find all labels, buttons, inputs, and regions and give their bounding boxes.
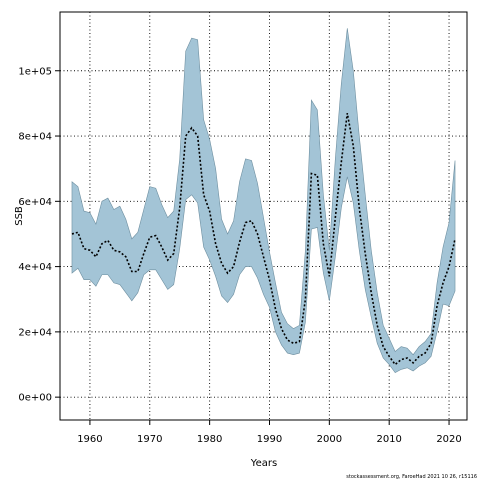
y-tick-label: 1e+05 (18, 66, 52, 77)
y-tick-label: 4e+04 (18, 262, 52, 273)
x-tick-label: 2000 (317, 434, 342, 445)
y-tick-label: 6e+04 (18, 197, 52, 208)
footer-credit: stockassessment.org, FaroeHad 2021 10 26… (346, 474, 477, 480)
x-tick-label: 2020 (436, 434, 461, 445)
x-tick-label: 1960 (77, 434, 102, 445)
y-tick-label: 8e+04 (18, 132, 52, 143)
series-layer (71, 28, 456, 374)
x-axis-label: Years (250, 458, 277, 469)
x-tick-label: 1990 (257, 434, 282, 445)
ssb-estimate-line (71, 113, 456, 366)
confidence-band (71, 28, 456, 374)
x-axis: 1960 1970 1980 1990 2000 2010 2020 (77, 420, 462, 445)
y-tick-label: 2e+04 (18, 327, 52, 338)
y-tick-label: 0e+00 (18, 393, 52, 404)
x-tick-label: 1970 (137, 434, 162, 445)
y-axis: 0e+00 2e+04 4e+04 6e+04 8e+04 1e+05 (18, 66, 60, 404)
x-tick-label: 1980 (197, 434, 222, 445)
plot-frame (59, 11, 468, 421)
y-axis-label: SSB (14, 206, 25, 226)
x-tick-label: 2010 (376, 434, 401, 445)
